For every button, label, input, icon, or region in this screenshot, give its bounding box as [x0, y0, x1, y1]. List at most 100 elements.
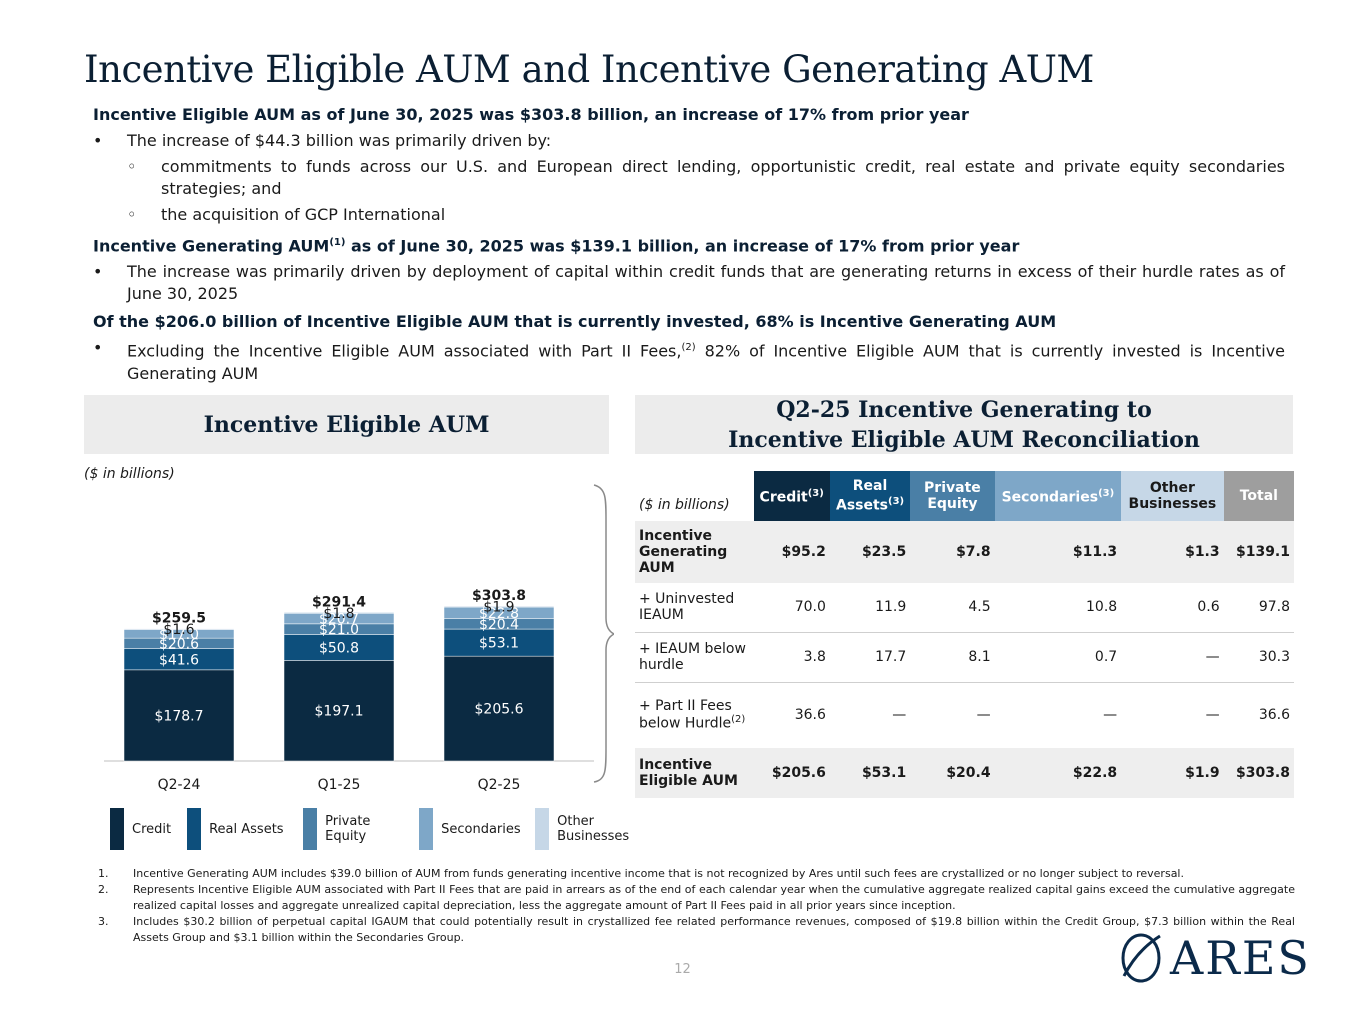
footnote: 2. Represents Incentive Eligible AUM asso…	[98, 883, 1295, 912]
legend-label: Secondaries	[441, 821, 521, 837]
column-header: Private Equity	[910, 471, 995, 521]
chart-legend: Credit Real Assets Private Equity Secondari…	[110, 808, 651, 850]
bar-total-label: $259.5	[152, 611, 206, 627]
bar-total-label: $303.8	[472, 588, 526, 604]
row-label: + Part II Fees below Hurdle(2)	[639, 698, 746, 733]
ares-logo-icon	[1121, 933, 1161, 983]
row-label: Incentive Generating AUM	[635, 521, 754, 583]
bullet-increase: The increase of $44.3 billion was primar…	[93, 130, 1285, 152]
table-cell: $11.3	[994, 521, 1122, 583]
bar-label: $20.6	[159, 636, 199, 652]
bar-label: $53.1	[479, 636, 519, 652]
bracket-connector	[593, 484, 614, 783]
table-row: + Part II Fees below Hurdle(2) 36.6 — — — — 36…	[635, 682, 1294, 748]
chart-units: ($ in billions)	[84, 466, 175, 482]
table-cell: 0.7	[994, 632, 1122, 683]
bar-label: $41.6	[159, 652, 199, 668]
summary-bullets: Incentive Eligible AUM as of June 30, 20…	[93, 104, 1285, 385]
legend-item: Private Equity	[303, 808, 403, 850]
table-cell: 17.7	[829, 632, 911, 683]
ares-logo: ARES	[1118, 930, 1311, 986]
bar-credit-q1-25	[283, 660, 395, 762]
bullet-deployment: The increase was primarily driven by dep…	[93, 261, 1285, 305]
table-cell: 30.3	[1223, 632, 1294, 683]
footnote: 1. Incentive Generating AUM includes $39.…	[98, 867, 1184, 880]
bar-credit-q2-25	[443, 655, 555, 762]
table-cell: $53.1	[829, 748, 911, 798]
column-header: Credit(3)	[753, 471, 830, 521]
table-cell: $95.2	[753, 521, 830, 583]
chart-panel-title: Incentive Eligible AUM	[84, 395, 609, 454]
table-cell: 10.8	[994, 583, 1122, 633]
table-cell: —	[1121, 632, 1224, 683]
table-cell: 36.6	[1258, 707, 1290, 724]
table-cell: $303.8	[1223, 748, 1294, 798]
heading-ieaum: Incentive Eligible AUM as of June 30, 20…	[93, 105, 969, 124]
row-label: + Uninvested IEAUM	[635, 583, 754, 633]
sub-bullet-commitments: commitments to funds across our U.S. and…	[93, 156, 1285, 200]
table-row: + Uninvested IEAUM 70.0 11.9 4.5 10.8 0.6 97.8	[635, 583, 1294, 633]
table-cell: $22.8	[994, 748, 1122, 798]
legend-label: Private Equity	[325, 814, 371, 844]
bar-label: $1.6	[163, 622, 194, 638]
table-row: + IEAUM below hurdle 3.8 17.7 8.1 0.7—30.3	[635, 632, 1294, 683]
bar-label: $20.7	[319, 612, 359, 628]
legend-item: Credit	[110, 808, 171, 850]
heading-igaum: Incentive Generating AUM(1) as of June 3…	[93, 236, 1020, 256]
table-cell: $205.6	[753, 748, 830, 798]
footnotes: 1. Incentive Generating AUM includes $39.…	[98, 866, 1295, 946]
table-cell: 3.8	[753, 632, 830, 683]
x-tick-label: Q2-24	[158, 777, 201, 793]
legend-label: Real Assets	[209, 821, 284, 837]
bar-label: $21.0	[319, 622, 359, 638]
table-cell: $23.5	[829, 521, 911, 583]
page-number: 12	[674, 962, 691, 977]
legend-swatch	[535, 808, 550, 850]
table-panel-title: Q2-25 Incentive Generating to Incentive …	[635, 395, 1293, 454]
reconciliation-table: ($ in billions) Credit(3) Real Assets(3) P…	[635, 471, 1294, 798]
column-header: Total	[1223, 471, 1294, 521]
table-cell: $20.4	[910, 748, 995, 798]
table-cell: $7.8	[910, 521, 995, 583]
legend-swatch	[419, 808, 434, 850]
table-cell: 36.6	[794, 707, 826, 724]
table-cell: 4.5	[910, 583, 995, 633]
row-label: Incentive Eligible AUM	[635, 748, 754, 798]
bar-label: $205.6	[475, 702, 524, 718]
bar-label: $50.8	[319, 641, 359, 657]
table-cell: —	[976, 707, 991, 724]
bar-label: $178.7	[155, 708, 204, 724]
bar-label: $1.9	[483, 600, 514, 616]
legend-swatch	[110, 808, 124, 850]
bar-total-label: $291.4	[312, 594, 366, 610]
legend-item: Secondaries	[419, 808, 521, 850]
column-header: Real Assets(3)	[829, 471, 911, 521]
bar-label: $197.1	[315, 704, 364, 720]
legend-item: Real Assets	[187, 808, 287, 850]
ieaum-stacked-bar-chart: $178.7 $41.6$20.6$17.0$1.6$259.5 Q2-24 $197…	[104, 484, 614, 793]
legend-label: Other Businesses	[557, 814, 630, 844]
bar-credit-q2-24	[123, 669, 235, 762]
table-row: Incentive Generating AUM $95.2 $23.5 $7.8 $1…	[635, 521, 1294, 583]
column-header: Secondaries(3)	[994, 471, 1122, 521]
heading-invested: Of the $206.0 billion of Incentive Eligi…	[93, 312, 1057, 332]
x-tick-label: Q1-25	[318, 777, 361, 793]
page-title: Incentive Eligible AUM and Incentive Gen…	[84, 48, 1094, 91]
bar-other-businesses-q2-24	[123, 628, 235, 630]
table-cell: $1.3	[1121, 521, 1224, 583]
column-header: Other Businesses	[1121, 471, 1224, 521]
legend-label: Credit	[132, 821, 172, 837]
ares-logo-text: ARES	[1170, 931, 1311, 985]
table-units: ($ in billions)	[635, 471, 754, 521]
table-cell: —	[1205, 707, 1220, 724]
table-cell: 11.9	[829, 583, 911, 633]
x-tick-label: Q2-25	[478, 777, 521, 793]
table-cell: $1.9	[1121, 748, 1224, 798]
legend-swatch	[187, 808, 202, 850]
table-cell: 97.8	[1223, 583, 1294, 633]
table-cell: —	[892, 707, 907, 724]
bar-label: $20.4	[479, 617, 519, 633]
footnote: 3. Includes $30.2 billion of perpetual ca…	[98, 915, 1295, 944]
table-cell: 70.0	[753, 583, 830, 633]
legend-swatch	[303, 808, 318, 850]
